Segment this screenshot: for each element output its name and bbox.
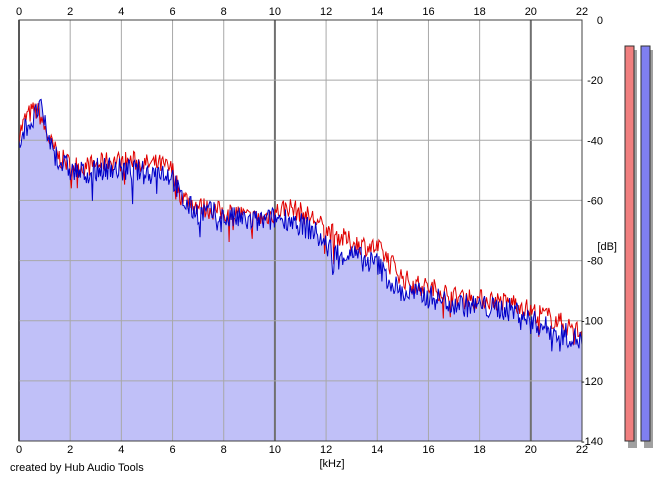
x-axis-label: [kHz] <box>319 458 344 470</box>
x-tick-label-bottom: 22 <box>576 444 588 456</box>
x-tick-label-bottom: 10 <box>269 444 281 456</box>
spectrum-fill <box>19 99 582 442</box>
x-tick-label-top: 4 <box>118 6 124 18</box>
level-meter-bar <box>624 45 635 442</box>
y-tick-label: -140 <box>581 436 603 448</box>
y-tick-label: -40 <box>587 135 603 147</box>
y-tick-label: -20 <box>587 75 603 87</box>
level-meter-bar <box>640 45 651 442</box>
x-tick-label-top: 16 <box>422 6 434 18</box>
x-tick-label-top: 8 <box>221 6 227 18</box>
x-tick-label-bottom: 0 <box>16 444 22 456</box>
x-tick-label-top: 2 <box>67 6 73 18</box>
plot-border <box>18 19 583 442</box>
x-tick-label-top: 6 <box>169 6 175 18</box>
credit-text: created by Hub Audio Tools <box>10 462 144 474</box>
x-tick-label-top: 22 <box>576 6 588 18</box>
x-tick-label-bottom: 4 <box>118 444 124 456</box>
x-tick-label-top: 0 <box>16 6 22 18</box>
x-tick-label-top: 12 <box>320 6 332 18</box>
series-line-red <box>18 102 583 345</box>
x-tick-label-bottom: 6 <box>169 444 175 456</box>
series-line-blue <box>18 98 583 352</box>
x-tick-label-top: 14 <box>371 6 383 18</box>
x-tick-label-top: 18 <box>474 6 486 18</box>
x-tick-label-top: 20 <box>525 6 537 18</box>
y-tick-label: 0 <box>597 15 603 27</box>
y-tick-label: -60 <box>587 195 603 207</box>
y-tick-label: -80 <box>587 256 603 268</box>
x-tick-label-bottom: 14 <box>371 444 383 456</box>
y-tick-label: -120 <box>581 376 603 388</box>
x-tick-label-bottom: 2 <box>67 444 73 456</box>
x-tick-label-top: 10 <box>269 6 281 18</box>
x-tick-label-bottom: 20 <box>525 444 537 456</box>
x-tick-label-bottom: 18 <box>474 444 486 456</box>
x-tick-label-bottom: 16 <box>422 444 434 456</box>
y-tick-label: -100 <box>581 316 603 328</box>
x-tick-label-bottom: 8 <box>221 444 227 456</box>
x-tick-label-bottom: 12 <box>320 444 332 456</box>
y-axis-label: [dB] <box>597 241 617 253</box>
